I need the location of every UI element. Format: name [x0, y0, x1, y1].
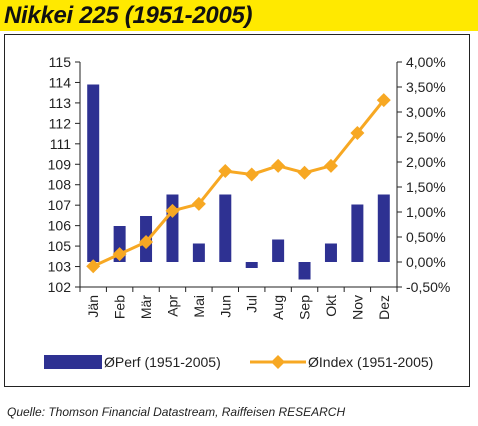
index-point-Okt	[323, 158, 338, 173]
index-point-Aug	[271, 158, 286, 173]
bar-Okt	[324, 243, 337, 262]
bar-Mai	[192, 243, 205, 262]
index-point-Apr	[165, 203, 180, 218]
line-series	[86, 93, 391, 274]
index-point-Mai	[191, 196, 206, 211]
bar-Jän	[87, 84, 100, 262]
index-point-Nov	[350, 125, 365, 140]
left-tick-label: 109	[48, 156, 72, 172]
index-point-Jun	[218, 164, 233, 179]
legend: ØPerf (1951-2005) ØIndex (1951-2005)	[44, 354, 433, 370]
index-point-Jän	[86, 259, 101, 274]
right-tick-label: 3,00%	[406, 104, 446, 120]
title-bar: Nikkei 225 (1951-2005)	[0, 0, 478, 31]
left-tick-label: 111	[50, 136, 71, 152]
right-tick-label: -0,50%	[406, 279, 450, 295]
x-tick-label: Sep	[297, 295, 313, 320]
left-tick-label: 113	[49, 95, 72, 111]
bar-Jun	[219, 194, 232, 262]
right-tick-label: 2,50%	[406, 129, 446, 145]
x-tick-label: Okt	[323, 295, 339, 317]
x-tick-label: Mai	[191, 295, 207, 318]
right-tick-label: 4,00%	[406, 54, 446, 70]
index-point-Dez	[376, 93, 391, 108]
x-tick-label: Jul	[244, 295, 260, 313]
left-tick-label: 103	[48, 259, 72, 275]
legend-bar-label: ØPerf (1951-2005)	[104, 354, 221, 370]
right-tick-label: 3,50%	[406, 79, 446, 95]
chart-title: Nikkei 225 (1951-2005)	[4, 2, 253, 29]
bar-Dez	[377, 194, 390, 262]
legend-bar-swatch	[44, 355, 102, 369]
left-tick-label: 115	[49, 54, 72, 70]
index-point-Feb	[112, 247, 127, 262]
right-tick-label: 0,50%	[406, 229, 446, 245]
index-line	[92, 99, 385, 268]
left-tick-label: 112	[49, 115, 72, 131]
bar-Jul	[245, 262, 258, 268]
right-tick-label: 1,00%	[406, 204, 446, 220]
x-tick-label: Jän	[85, 295, 101, 318]
left-tick-label: 105	[48, 238, 72, 254]
x-tick-label: Nov	[349, 295, 365, 320]
right-tick-label: 2,00%	[406, 154, 446, 170]
left-tick-label: 106	[48, 218, 72, 234]
bar-Sep	[298, 262, 311, 280]
x-tick-label: Dez	[376, 295, 392, 320]
x-tick-label: Mär	[138, 295, 154, 319]
index-point-Mär	[139, 235, 154, 249]
x-tick-label: Jun	[217, 295, 233, 318]
x-tick-label: Apr	[164, 295, 180, 317]
axes: 102 103 105 106 107 108 109 111 112 113 114 115 -0,5…	[48, 54, 451, 320]
bar-Nov	[351, 204, 364, 262]
source-note: Quelle: Thomson Financial Datastream, Ra…	[7, 405, 346, 419]
x-tick-label: Aug	[270, 295, 286, 320]
right-tick-label: 0,00%	[406, 254, 446, 270]
chart-frame	[4, 34, 470, 387]
left-tick-label: 102	[48, 279, 72, 295]
legend-line-label: ØIndex (1951-2005)	[308, 354, 433, 370]
bars	[87, 84, 390, 280]
left-tick-label: 114	[49, 74, 72, 90]
index-point-Sep	[297, 165, 312, 180]
index-point-Jul	[244, 167, 259, 182]
x-tick-label: Feb	[112, 295, 128, 319]
right-tick-label: 1,50%	[406, 179, 446, 195]
left-tick-label: 107	[48, 197, 72, 213]
legend-line-marker	[271, 355, 285, 369]
left-tick-label: 108	[48, 177, 72, 193]
bar-Aug	[272, 239, 285, 262]
